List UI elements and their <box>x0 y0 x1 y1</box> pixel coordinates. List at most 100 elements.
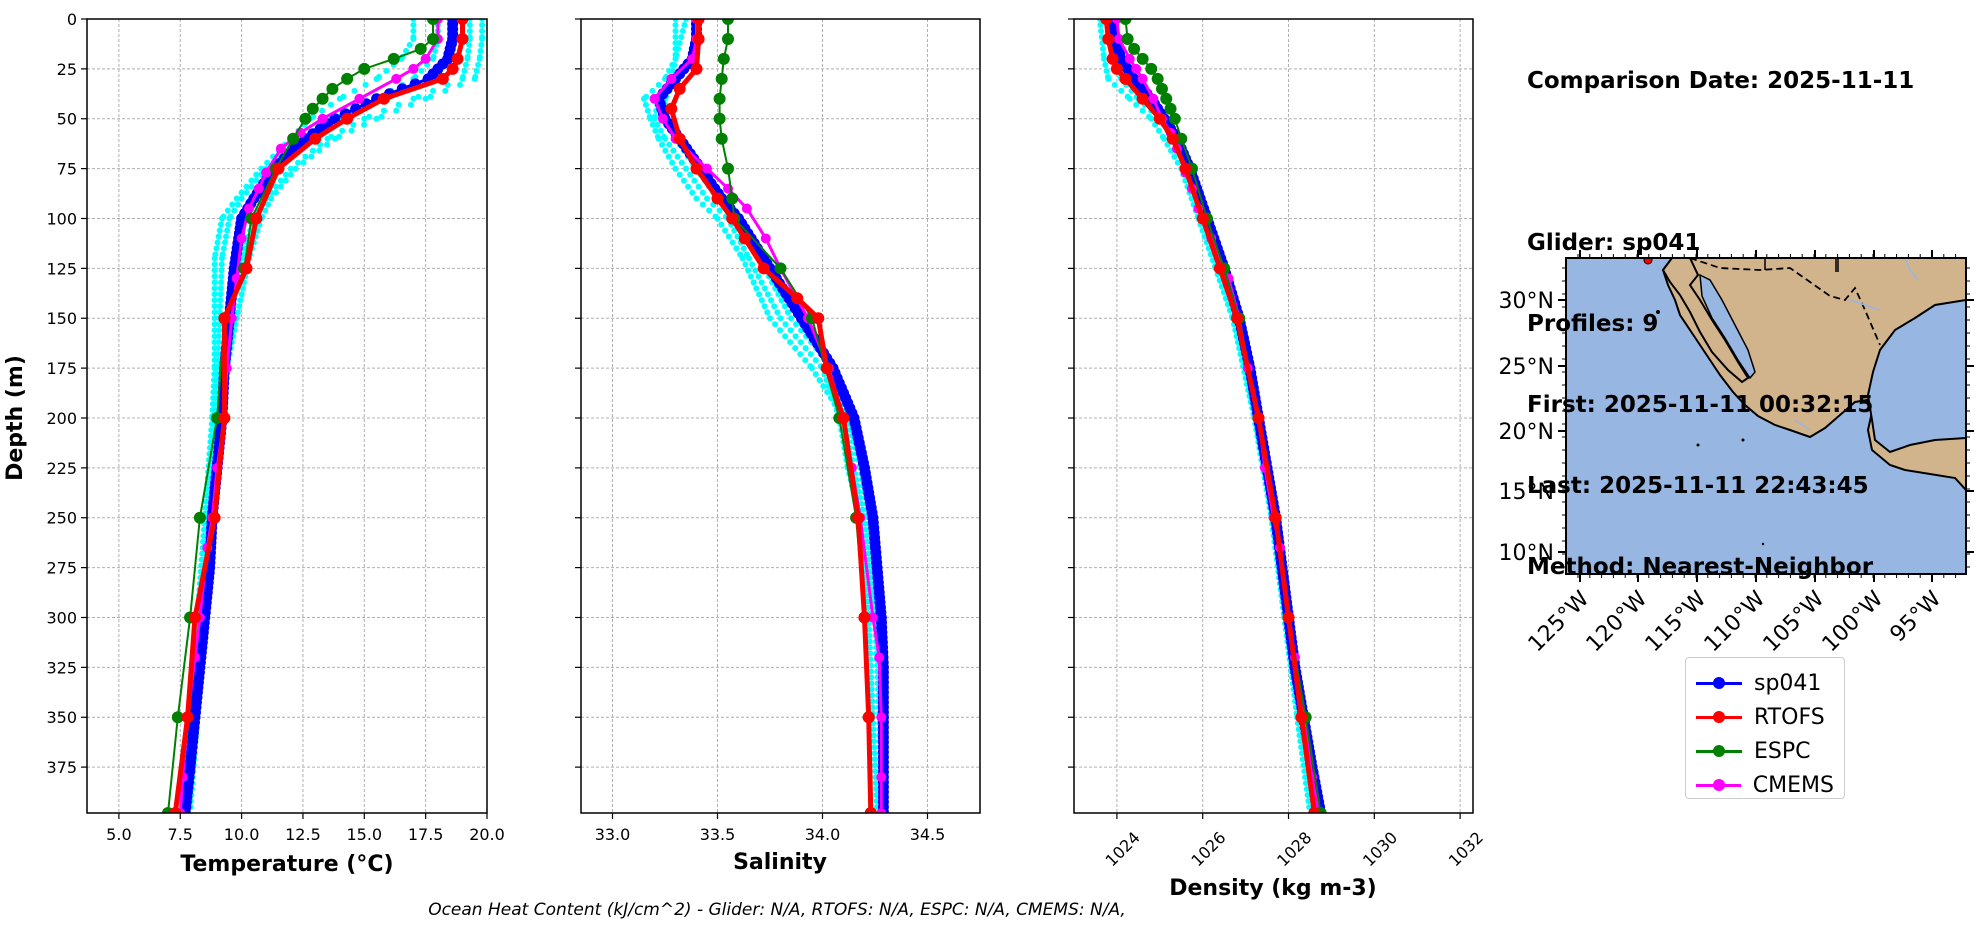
raw-profile-point <box>215 327 222 334</box>
raw-profile-point <box>867 662 874 669</box>
raw-profile-point <box>869 704 876 711</box>
raw-profile-point <box>233 195 240 202</box>
raw-profile-point <box>466 21 473 28</box>
raw-profile-point <box>746 255 752 262</box>
x-tick-label: 1028 <box>1273 828 1315 870</box>
raw-profile-point <box>1304 792 1311 799</box>
raw-profile-point <box>687 171 694 178</box>
series-point-cmems <box>1148 93 1159 104</box>
x-tick-label: 1024 <box>1102 828 1144 870</box>
raw-profile-point <box>802 345 809 352</box>
raw-profile-point <box>797 339 804 346</box>
raw-profile-point <box>655 81 662 88</box>
raw-profile-point <box>644 107 651 114</box>
raw-profile-point <box>1297 738 1304 745</box>
raw-profile-point <box>237 297 244 304</box>
raw-profile-point <box>350 121 357 128</box>
salinity-axis-label: Salinity <box>733 850 827 875</box>
raw-profile-point <box>745 267 752 274</box>
raw-profile-point <box>295 159 302 166</box>
raw-profile-point <box>243 189 250 196</box>
raw-profile-point <box>869 698 876 705</box>
legend-item-rtofs: RTOFS <box>1696 700 1834 734</box>
raw-profile-point <box>777 315 784 322</box>
series-point-cmems <box>1131 63 1142 74</box>
series-point-cmems <box>666 73 677 84</box>
series-point-espc <box>722 19 734 25</box>
raw-profile-point <box>410 35 417 42</box>
raw-profile-point <box>243 183 250 190</box>
raw-profile-point <box>234 201 241 208</box>
raw-profile-point <box>211 267 218 274</box>
legend-item-cmems: CMEMS <box>1696 768 1834 802</box>
y-tick-label: 200 <box>46 409 77 428</box>
raw-profile-point <box>238 189 245 196</box>
map-us-state-lines <box>1764 258 1839 272</box>
x-tick-label: 7.5 <box>168 825 193 844</box>
first-time: First: 2025-11-11 00:32:15 <box>1527 392 1874 418</box>
series-point-rtofs <box>309 132 322 145</box>
raw-profile-point <box>393 107 400 114</box>
y-tick-label: 125 <box>46 259 77 278</box>
raw-profile-point <box>1139 107 1146 114</box>
series-point-espc <box>717 52 730 65</box>
raw-profile-point <box>1305 798 1312 805</box>
raw-profile-point <box>211 273 218 280</box>
x-tick-label: 12.5 <box>285 825 321 844</box>
series-point-rtofs <box>1179 162 1192 175</box>
raw-profile-point <box>220 245 227 252</box>
salinity-panel: 33.0 33.5 34.0 34.5 <box>575 18 981 844</box>
raw-profile-point <box>210 383 217 390</box>
density-panel: 1024 1026 1028 1030 1032 <box>1068 18 1487 870</box>
series-point-espc <box>299 112 312 125</box>
raw-profile-point <box>211 339 218 346</box>
y-tick-label: 50 <box>57 110 77 129</box>
raw-profile-point <box>282 177 289 184</box>
series-point-cmems <box>391 73 402 84</box>
series-point-rtofs <box>1231 312 1244 325</box>
series-point-espc <box>726 192 739 205</box>
raw-profile-point <box>725 233 732 240</box>
y-tick-label: 375 <box>46 758 77 777</box>
legend-swatch-sp041 <box>1696 673 1742 693</box>
series-point-rtofs <box>1110 62 1123 75</box>
raw-profile-point <box>787 339 794 346</box>
raw-profile-point <box>211 303 218 310</box>
series-point-cmems <box>1137 73 1148 84</box>
series-point-rtofs <box>1119 72 1132 85</box>
raw-profile-point <box>214 239 221 246</box>
raw-profile-point <box>868 692 875 699</box>
raw-profile-point <box>693 195 700 202</box>
raw-profile-point <box>787 327 794 334</box>
raw-profile-point <box>211 345 218 352</box>
raw-profile-point <box>200 526 207 533</box>
map-lat-label: 10°N <box>1499 541 1554 566</box>
raw-profile-point <box>211 327 218 334</box>
series-point-cmems <box>702 163 712 174</box>
series-point-espc <box>427 19 440 25</box>
raw-profile-point <box>422 95 429 102</box>
raw-profile-point <box>729 239 736 246</box>
raw-profile-point <box>764 309 771 316</box>
y-tick-label: 75 <box>57 160 77 179</box>
series-point-espc <box>414 42 427 55</box>
raw-profile-point <box>199 550 206 557</box>
raw-profile-point <box>676 39 683 46</box>
raw-profile-point <box>1303 786 1310 793</box>
series-point-espc <box>171 711 184 724</box>
comparison-date: Comparison Date: 2025-11-11 <box>1527 68 1915 94</box>
raw-profile-point <box>678 33 685 40</box>
profile-count: Profiles: 9 <box>1527 311 1659 337</box>
series-point-espc <box>722 32 734 45</box>
map-island-4 <box>1761 542 1765 546</box>
raw-profile-point <box>871 750 878 757</box>
raw-profile-point <box>1101 55 1108 62</box>
y-tick-label: 350 <box>46 708 77 727</box>
raw-profile-point <box>672 21 679 28</box>
raw-profile-point <box>211 333 218 340</box>
raw-profile-point <box>777 327 784 334</box>
raw-profile-point <box>872 768 879 775</box>
series-point-rtofs <box>858 611 871 624</box>
legend-swatch-cmems <box>1696 775 1741 795</box>
raw-profile-point <box>872 780 879 787</box>
